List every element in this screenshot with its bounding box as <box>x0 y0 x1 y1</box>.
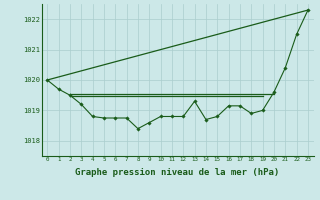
X-axis label: Graphe pression niveau de la mer (hPa): Graphe pression niveau de la mer (hPa) <box>76 168 280 177</box>
